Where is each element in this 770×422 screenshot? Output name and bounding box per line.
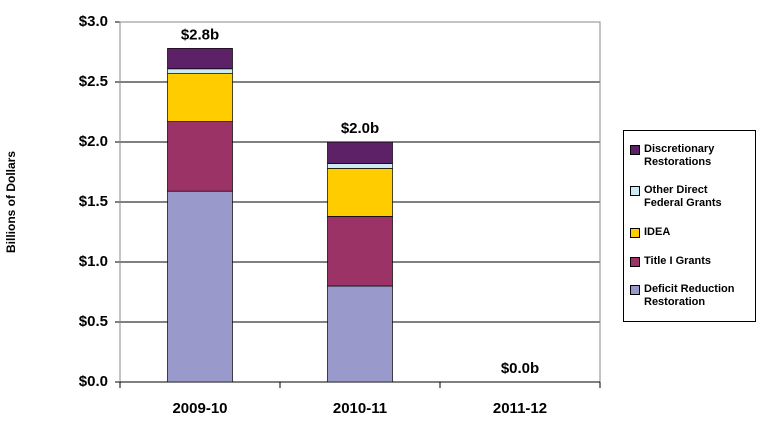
y-tick-label: $2.5	[79, 73, 108, 90]
legend-entry: Discretionary Restorations	[630, 143, 749, 169]
legend-label: Title I Grants	[644, 254, 712, 267]
legend-label: Deficit Reduction Restoration	[644, 283, 735, 309]
bar-segment	[167, 68, 233, 74]
bar-segment	[327, 163, 393, 169]
bar-segment	[167, 190, 233, 383]
bar-segment	[167, 48, 233, 70]
total-label: $2.8b	[181, 26, 219, 43]
legend-swatch	[630, 186, 640, 197]
y-axis-label: Billions of Dollars	[4, 151, 18, 253]
x-tick-label: 2010-11	[333, 400, 387, 417]
total-label: $2.0b	[341, 120, 379, 137]
legend-label: Other Direct Federal Grants	[644, 184, 722, 210]
bar-segment	[327, 141, 393, 164]
legend-swatch	[630, 256, 640, 267]
legend-entry: Other Direct Federal Grants	[630, 184, 749, 210]
y-tick-label: $2.0	[79, 133, 108, 150]
legend-entry: Title I Grants	[630, 255, 749, 268]
bar-segment	[327, 168, 393, 217]
bar-segment	[167, 121, 233, 192]
legend-entry: IDEA	[630, 226, 749, 239]
y-tick-label: $0.0	[79, 373, 108, 390]
y-tick-label: $0.5	[79, 313, 108, 330]
bar-segment	[327, 216, 393, 287]
x-tick-label: 2009-10	[172, 400, 227, 417]
legend-swatch	[630, 227, 640, 238]
bar-segment	[167, 73, 233, 122]
legend-label: Discretionary Restorations	[644, 142, 715, 168]
bar-segment	[327, 285, 393, 383]
legend-swatch	[630, 285, 640, 296]
legend: Discretionary Restorations Other Direct F…	[623, 130, 756, 322]
legend-label: IDEA	[644, 225, 671, 238]
y-tick-label: $3.0	[79, 13, 108, 30]
y-tick-label: $1.5	[79, 193, 108, 210]
legend-entry: Deficit Reduction Restoration	[630, 283, 749, 309]
y-tick-label: $1.0	[79, 253, 108, 270]
legend-swatch	[630, 144, 640, 155]
total-label: $0.0b	[501, 360, 539, 377]
x-tick-label: 2011-12	[493, 400, 547, 417]
